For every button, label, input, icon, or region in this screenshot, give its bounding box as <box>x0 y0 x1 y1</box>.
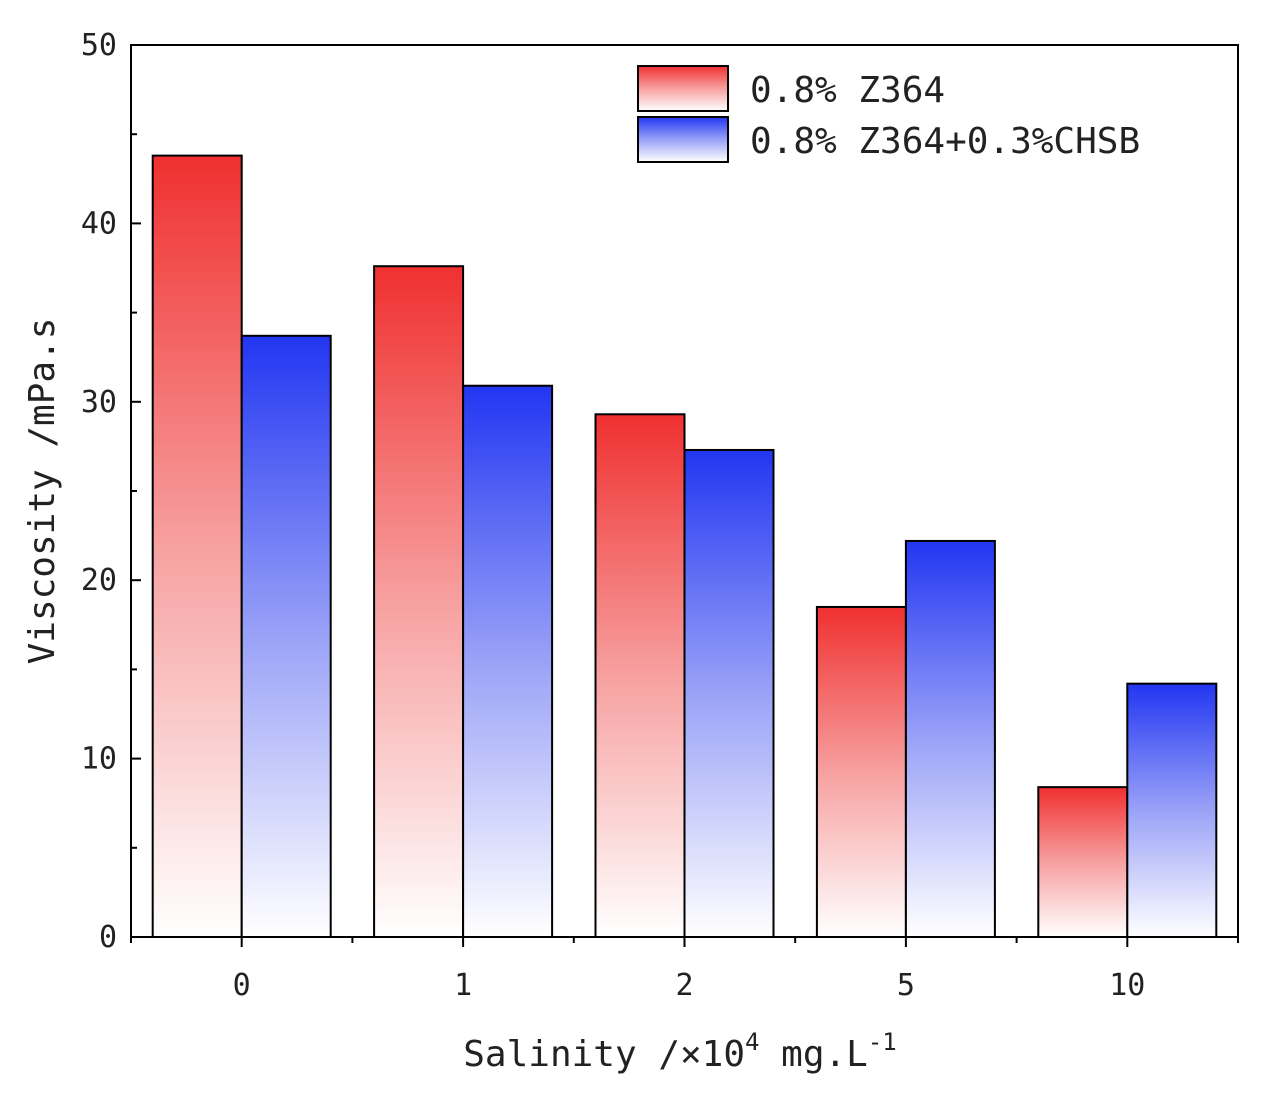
bar-series-2-cat-2 <box>683 448 775 938</box>
bar-series-2-cat-10 <box>1126 682 1218 938</box>
x-tick-label: 1 <box>454 968 472 1003</box>
legend-label-series-2: 0.8% Z364+0.3%CHSB <box>750 121 1140 162</box>
x-tick-label: 0 <box>233 968 251 1003</box>
bar-series-1-cat-5 <box>815 605 907 939</box>
x-tick-label: 10 <box>1109 968 1145 1003</box>
y-axis-title: Viscosity /mPa.s <box>22 318 63 665</box>
y-tick-label: 50 <box>81 28 117 63</box>
bar-series-1-cat-10 <box>1037 786 1129 938</box>
bar-series-1-cat-2 <box>594 413 686 938</box>
bar-series-2-cat-5 <box>904 539 996 939</box>
bars-group <box>151 154 1218 939</box>
bar-series-2-cat-1 <box>462 384 554 938</box>
x-tick-label: 2 <box>675 968 693 1003</box>
y-axis: 0 10 20 30 40 50 <box>81 28 141 955</box>
bar-series-1-cat-1 <box>373 265 465 938</box>
y-tick-label: 0 <box>99 920 117 955</box>
legend: 0.8% Z364 0.8% Z364+0.3%CHSB <box>637 65 1140 163</box>
legend-swatch-series-2 <box>637 116 729 163</box>
bar-series-1-cat-0 <box>151 154 243 939</box>
bar-series-2-cat-0 <box>240 334 332 938</box>
y-tick-label: 20 <box>81 563 117 598</box>
x-tick-label: 5 <box>897 968 915 1003</box>
x-axis: 0 1 2 5 10 <box>130 937 1239 1003</box>
y-tick-label: 30 <box>81 385 117 420</box>
x-axis-title: Salinity /×104 mg.L-1 <box>463 1028 897 1075</box>
y-tick-label: 10 <box>81 742 117 777</box>
y-tick-label: 40 <box>81 206 117 241</box>
legend-label-series-1: 0.8% Z364 <box>750 70 945 111</box>
legend-swatch-series-1 <box>637 65 729 112</box>
